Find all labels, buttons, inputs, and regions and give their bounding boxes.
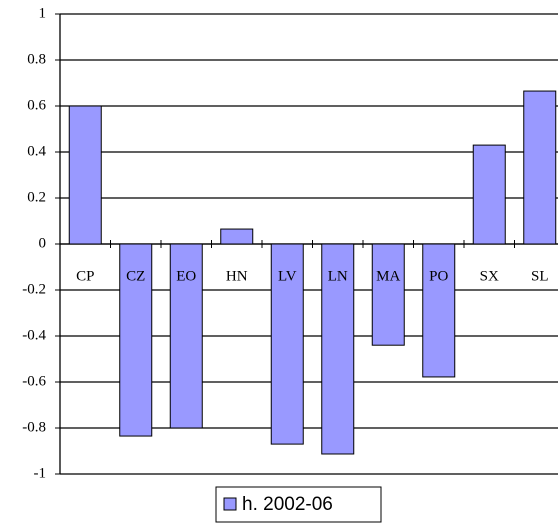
x-tick-label: EO (176, 268, 196, 284)
y-tick-label: 1 (39, 5, 47, 21)
y-tick-label: -0.4 (22, 327, 46, 343)
bar (169, 243, 203, 429)
bar (68, 105, 102, 245)
bar (119, 243, 153, 437)
x-tick-label: MA (376, 268, 400, 284)
x-tick-label: LN (328, 268, 348, 284)
bar (321, 243, 355, 455)
y-tick-label: 0.2 (27, 189, 46, 205)
y-tick-label: -1 (34, 465, 47, 481)
bar (220, 228, 254, 245)
x-tick-label: CZ (126, 268, 145, 284)
x-tick-label: LV (278, 268, 297, 284)
bar (270, 243, 304, 445)
y-tick-label: 0.8 (27, 51, 46, 67)
x-tick-label: CP (76, 268, 94, 284)
x-tick-label: PO (429, 268, 448, 284)
x-tick-label: HN (226, 268, 248, 284)
x-tick-label: SX (480, 268, 499, 284)
y-tick-label: 0.4 (27, 143, 46, 159)
bar (371, 243, 405, 346)
y-tick-label: 0.6 (27, 97, 46, 113)
y-tick-label: -0.8 (22, 419, 46, 435)
bar (472, 144, 506, 245)
y-tick-label: -0.6 (22, 373, 46, 389)
y-tick-label: 0 (39, 235, 47, 251)
legend-label: h. 2002-06 (242, 494, 333, 515)
y-tick-label: -0.2 (22, 281, 46, 297)
legend-box (215, 486, 382, 523)
legend-swatch (223, 497, 237, 511)
x-tick-label: SL (531, 268, 549, 284)
bar (523, 90, 557, 245)
bar (422, 243, 456, 378)
